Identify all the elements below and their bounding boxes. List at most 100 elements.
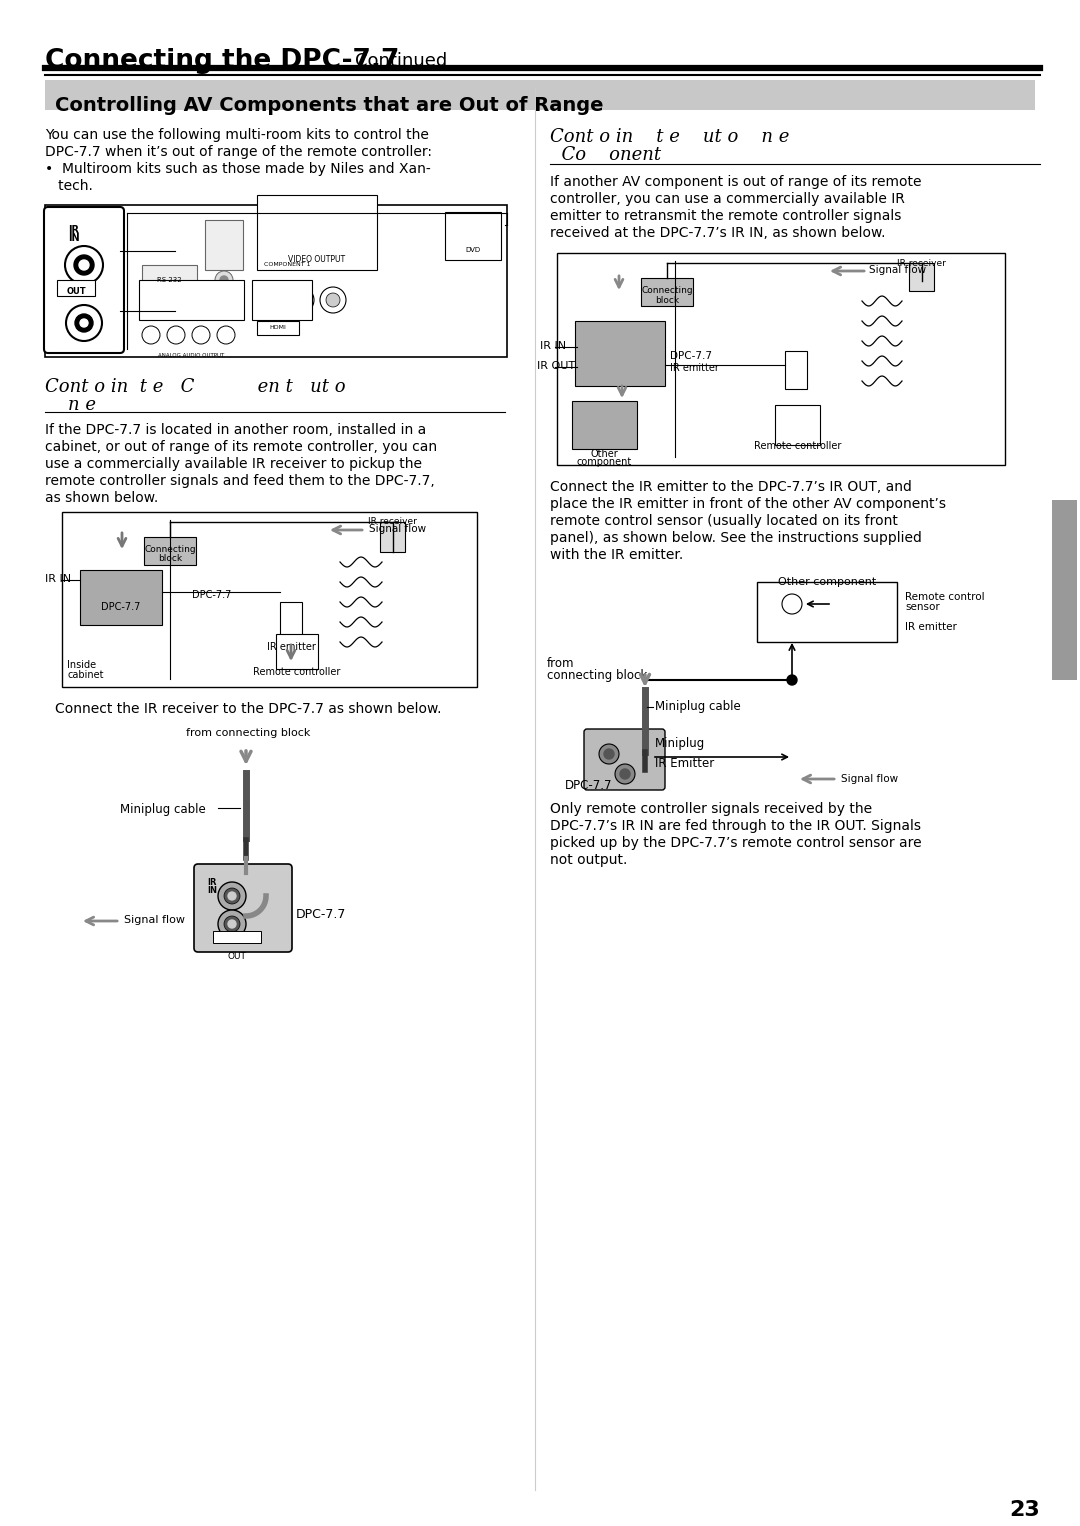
Bar	[257, 320, 299, 336]
Text: cabinet, or out of range of its remote controller, you can: cabinet, or out of range of its remote c…	[45, 439, 437, 455]
Bar	[575, 320, 665, 386]
Text: Miniplug: Miniplug	[654, 737, 705, 749]
Bar	[144, 537, 195, 565]
Text: Only remote controller signals received by the: Only remote controller signals received …	[550, 803, 873, 816]
Text: •  Multiroom kits such as those made by Niles and Xan-: • Multiroom kits such as those made by N…	[45, 162, 431, 175]
Text: Miniplug cable: Miniplug cable	[654, 700, 741, 713]
Text: Controlling AV Components that are Out of Range: Controlling AV Components that are Out o…	[55, 96, 604, 114]
Text: emitter to retransmit the remote controller signals: emitter to retransmit the remote control…	[550, 209, 902, 223]
Text: IN: IN	[68, 233, 80, 243]
Bar	[139, 279, 244, 320]
Text: DPC-7.7 when it’s out of range of the remote controller:: DPC-7.7 when it’s out of range of the re…	[45, 145, 432, 159]
FancyBboxPatch shape	[194, 864, 292, 952]
Bar	[775, 404, 820, 446]
Text: use a commercially available IR receiver to pickup the: use a commercially available IR receiver…	[45, 456, 422, 472]
Text: Cont o in  t e   C           en t   ut o: Cont o in t e C en t ut o	[45, 378, 346, 397]
Text: DVD: DVD	[465, 247, 481, 253]
Text: controller, you can use a commercially available IR: controller, you can use a commercially a…	[550, 192, 905, 206]
Text: n e: n e	[45, 397, 96, 414]
Text: Continued: Continued	[355, 52, 447, 70]
Circle shape	[218, 909, 246, 938]
Circle shape	[262, 293, 276, 307]
Text: cabinet: cabinet	[67, 670, 104, 681]
Text: RS 232: RS 232	[157, 278, 181, 282]
Bar	[62, 513, 477, 687]
Circle shape	[167, 327, 185, 343]
Bar	[280, 601, 302, 639]
Text: IR IN: IR IN	[45, 574, 71, 584]
Circle shape	[66, 305, 102, 340]
FancyBboxPatch shape	[44, 208, 124, 353]
Text: COMPONENT 1: COMPONENT 1	[264, 262, 310, 267]
Text: picked up by the DPC-7.7’s remote control sensor are: picked up by the DPC-7.7’s remote contro…	[550, 836, 921, 850]
Bar	[380, 522, 405, 552]
Circle shape	[787, 674, 797, 685]
Text: sensor: sensor	[905, 601, 940, 612]
Text: DPC-7.7: DPC-7.7	[565, 778, 612, 792]
Text: Remote controller: Remote controller	[754, 441, 841, 452]
Circle shape	[228, 920, 237, 928]
Text: Connect the IR receiver to the DPC-7.7 as shown below.: Connect the IR receiver to the DPC-7.7 a…	[55, 702, 442, 716]
Circle shape	[217, 327, 235, 343]
Text: DPC-7.7: DPC-7.7	[296, 908, 347, 922]
Text: IR: IR	[68, 224, 80, 235]
Text: Connecting: Connecting	[642, 285, 692, 295]
Text: panel), as shown below. See the instructions supplied: panel), as shown below. See the instruct…	[550, 531, 922, 545]
Circle shape	[75, 314, 93, 333]
Circle shape	[75, 255, 94, 275]
Text: DPC-7.7: DPC-7.7	[102, 601, 140, 612]
Text: block: block	[158, 554, 183, 563]
Bar	[45, 204, 507, 357]
Text: VIDEO OUTPUT: VIDEO OUTPUT	[288, 255, 346, 264]
Circle shape	[320, 287, 346, 313]
Text: Inside: Inside	[67, 661, 96, 670]
Bar	[757, 581, 897, 642]
Circle shape	[228, 893, 237, 900]
Text: received at the DPC-7.7’s IR IN, as shown below.: received at the DPC-7.7’s IR IN, as show…	[550, 226, 886, 240]
Bar	[785, 351, 807, 389]
Text: tech.: tech.	[45, 179, 93, 192]
Circle shape	[79, 259, 89, 270]
Text: OUT: OUT	[228, 952, 246, 961]
Bar	[257, 195, 377, 270]
Bar	[909, 262, 934, 291]
Circle shape	[218, 882, 246, 909]
Circle shape	[256, 287, 282, 313]
Text: IR emitter: IR emitter	[267, 642, 315, 652]
Circle shape	[224, 916, 240, 932]
Circle shape	[615, 765, 635, 784]
Text: If the DPC-7.7 is located in another room, installed in a: If the DPC-7.7 is located in another roo…	[45, 423, 427, 436]
Text: place the IR emitter in front of the other AV component’s: place the IR emitter in front of the oth…	[550, 497, 946, 511]
Circle shape	[620, 769, 630, 778]
Bar	[252, 279, 312, 320]
Bar	[45, 79, 1035, 110]
Bar	[80, 571, 162, 626]
Text: Other component: Other component	[778, 577, 876, 588]
FancyBboxPatch shape	[57, 279, 95, 296]
Text: remote control sensor (usually located on its front: remote control sensor (usually located o…	[550, 514, 897, 528]
Text: connecting block: connecting block	[546, 668, 647, 682]
Text: as shown below.: as shown below.	[45, 491, 159, 505]
Circle shape	[220, 276, 228, 284]
Text: Cont o in    t e    ut o    n e: Cont o in t e ut o n e	[550, 128, 789, 146]
Circle shape	[65, 246, 103, 284]
Text: Co    onent: Co onent	[550, 146, 661, 163]
Text: IR receiver: IR receiver	[368, 517, 417, 526]
Bar	[572, 401, 637, 449]
Text: Signal flow: Signal flow	[369, 523, 427, 534]
Circle shape	[604, 749, 615, 758]
Text: IR emitter: IR emitter	[905, 623, 957, 632]
Text: DPC-7.7’s IR IN are fed through to the IR OUT. Signals: DPC-7.7’s IR IN are fed through to the I…	[550, 819, 921, 833]
Text: Signal flow: Signal flow	[869, 266, 927, 275]
Text: If another AV component is out of range of its remote: If another AV component is out of range …	[550, 175, 921, 189]
Circle shape	[782, 594, 802, 613]
Text: Connect the IR emitter to the DPC-7.7’s IR OUT, and: Connect the IR emitter to the DPC-7.7’s …	[550, 481, 912, 494]
Circle shape	[215, 293, 233, 311]
Text: IR emitter: IR emitter	[670, 363, 719, 372]
Circle shape	[326, 293, 340, 307]
Text: Other: Other	[591, 449, 619, 459]
Text: not output.: not output.	[550, 853, 627, 867]
Text: IR receiver: IR receiver	[897, 259, 946, 269]
Text: from: from	[546, 658, 575, 670]
Text: IR Emitter: IR Emitter	[654, 757, 714, 771]
